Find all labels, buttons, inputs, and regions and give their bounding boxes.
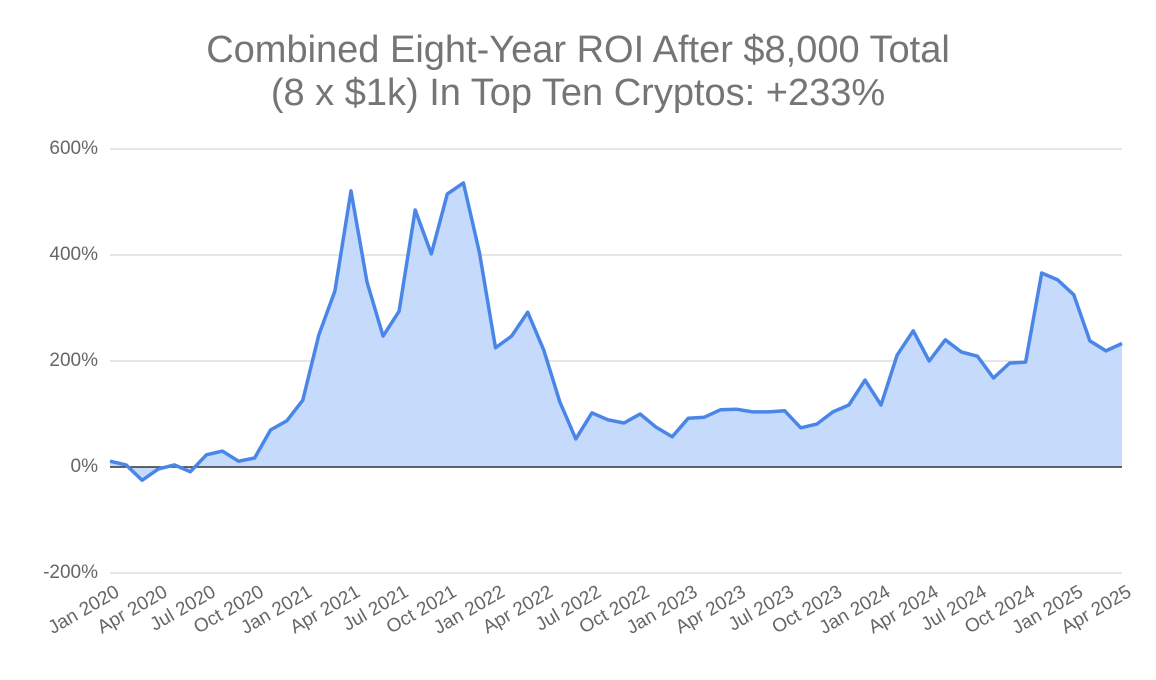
y-tick-label: 200%	[49, 350, 98, 371]
area	[110, 182, 1122, 481]
y-tick-label: -200%	[43, 562, 98, 583]
y-tick-label: 400%	[49, 244, 98, 265]
line	[109, 181, 1123, 483]
chart-title: Combined Eight-Year ROI After $8,000 Tot…	[206, 29, 950, 71]
y-tick-label: 0%	[71, 456, 99, 477]
y-tick-label: 600%	[49, 138, 98, 159]
chart-title: (8 x $1k) In Top Ten Cryptos: +233%	[271, 72, 885, 114]
